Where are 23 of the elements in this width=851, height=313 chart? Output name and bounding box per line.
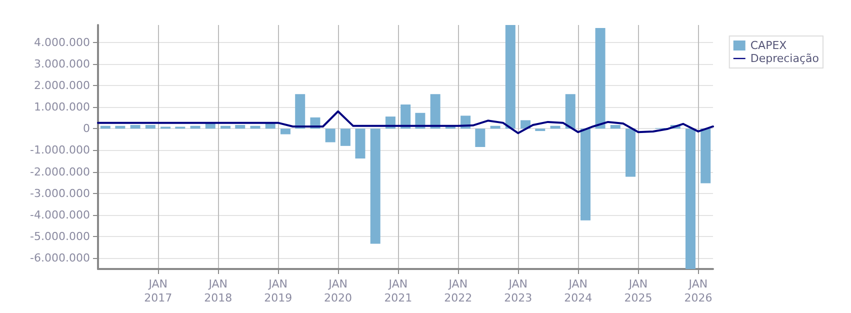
x-tick-label: JAN 2022 xyxy=(444,278,472,304)
x-tick-label: JAN 2024 xyxy=(564,278,592,304)
x-tick-label: JAN 2023 xyxy=(504,278,532,304)
x-tick-label: JAN 2020 xyxy=(324,278,352,304)
y-tick-label: 1.000.000 xyxy=(34,100,90,114)
y-tick-label: -4.000.000 xyxy=(30,208,90,222)
x-tick-label: JAN 2019 xyxy=(264,278,292,304)
y-tick-label: 4.000.000 xyxy=(34,36,90,49)
x-tick-label: JAN 2025 xyxy=(624,278,652,304)
y-tick-label: -3.000.000 xyxy=(30,186,90,200)
x-tick-label: JAN 2018 xyxy=(204,278,232,304)
x-tick-label: JAN 2026 xyxy=(684,278,712,304)
legend-label: CAPEX xyxy=(750,39,788,52)
y-tick-label: -2.000.000 xyxy=(30,165,90,178)
y-tick-label: -6.000.000 xyxy=(30,252,90,265)
y-tick-label: 2.000.000 xyxy=(34,78,90,92)
y-tick-label: -5.000.000 xyxy=(30,230,90,244)
x-tick-label: JAN 2021 xyxy=(384,278,412,304)
y-tick-label: 0 xyxy=(83,122,90,136)
y-tick-label: 3.000.000 xyxy=(34,57,90,70)
y-tick-label: -1.000.000 xyxy=(30,144,90,157)
legend-label: Depreciação xyxy=(750,52,820,65)
x-tick-label: JAN 2017 xyxy=(144,278,172,304)
